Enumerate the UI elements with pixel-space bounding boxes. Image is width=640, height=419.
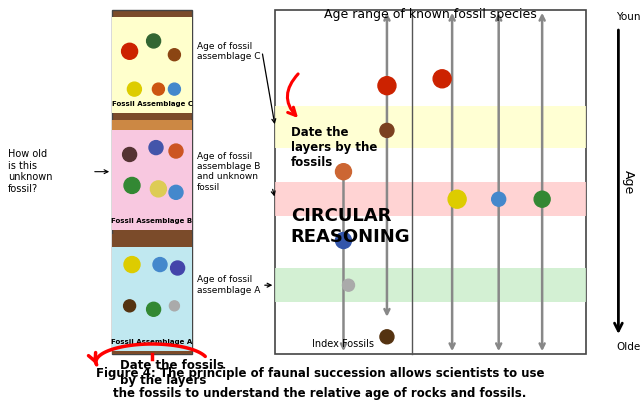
Bar [0,359,640,419]
Circle shape [433,70,451,88]
Circle shape [534,191,550,207]
Bar [275,106,586,147]
Circle shape [380,124,394,137]
Text: Date the
layers by the
fossils: Date the layers by the fossils [291,126,377,169]
Circle shape [169,185,183,199]
Text: How old
is this
unknown
fossil?: How old is this unknown fossil? [8,149,52,194]
Text: Fossil Assemblage A: Fossil Assemblage A [111,339,193,344]
Circle shape [448,190,466,208]
Bar [112,351,192,354]
Circle shape [335,164,351,180]
Text: CIRCULAR
REASONING: CIRCULAR REASONING [291,207,410,246]
Circle shape [150,181,166,197]
Circle shape [123,147,136,161]
Text: Index Fossils: Index Fossils [312,339,374,349]
Circle shape [168,83,180,95]
Text: the fossils to understand the relative age of rocks and fossils.: the fossils to understand the relative a… [113,387,527,400]
Circle shape [492,192,506,206]
Bar [112,247,192,351]
Text: Older: Older [616,342,640,352]
Circle shape [127,82,141,96]
Bar [112,10,192,354]
Text: Fossil Assemblage B: Fossil Assemblage B [111,218,193,224]
Circle shape [124,300,136,312]
Bar [112,120,192,130]
Circle shape [342,279,355,291]
Circle shape [335,233,351,248]
Circle shape [378,77,396,95]
Text: Age range of known fossil species: Age range of known fossil species [324,8,537,21]
Circle shape [171,261,184,275]
Circle shape [124,177,140,194]
Bar [275,268,586,303]
Text: Younger: Younger [616,12,640,22]
Bar [0,0,640,359]
Bar [112,234,192,247]
Circle shape [170,301,179,311]
Circle shape [147,34,161,48]
Circle shape [124,256,140,273]
Text: Age of fossil
assemblage A: Age of fossil assemblage A [197,276,260,295]
Text: Age of fossil
assemblage B
and unknown
fossil: Age of fossil assemblage B and unknown f… [197,152,260,192]
Circle shape [147,302,161,316]
Text: Age of fossil
assemblage C: Age of fossil assemblage C [197,41,260,61]
Circle shape [152,83,164,95]
Text: Date the fossils
by the layers: Date the fossils by the layers [120,359,224,387]
Circle shape [169,144,183,158]
Circle shape [122,43,138,59]
Bar [112,130,192,230]
Bar [275,182,586,216]
Bar [275,10,586,354]
Circle shape [168,49,180,61]
Text: Fossil Assemblage C: Fossil Assemblage C [111,101,193,107]
Bar [112,17,192,113]
Circle shape [380,330,394,344]
Text: Figure 4: The principle of faunal succession allows scientists to use: Figure 4: The principle of faunal succes… [96,367,544,380]
Text: Age: Age [622,170,635,194]
Circle shape [149,141,163,155]
Circle shape [153,258,167,272]
